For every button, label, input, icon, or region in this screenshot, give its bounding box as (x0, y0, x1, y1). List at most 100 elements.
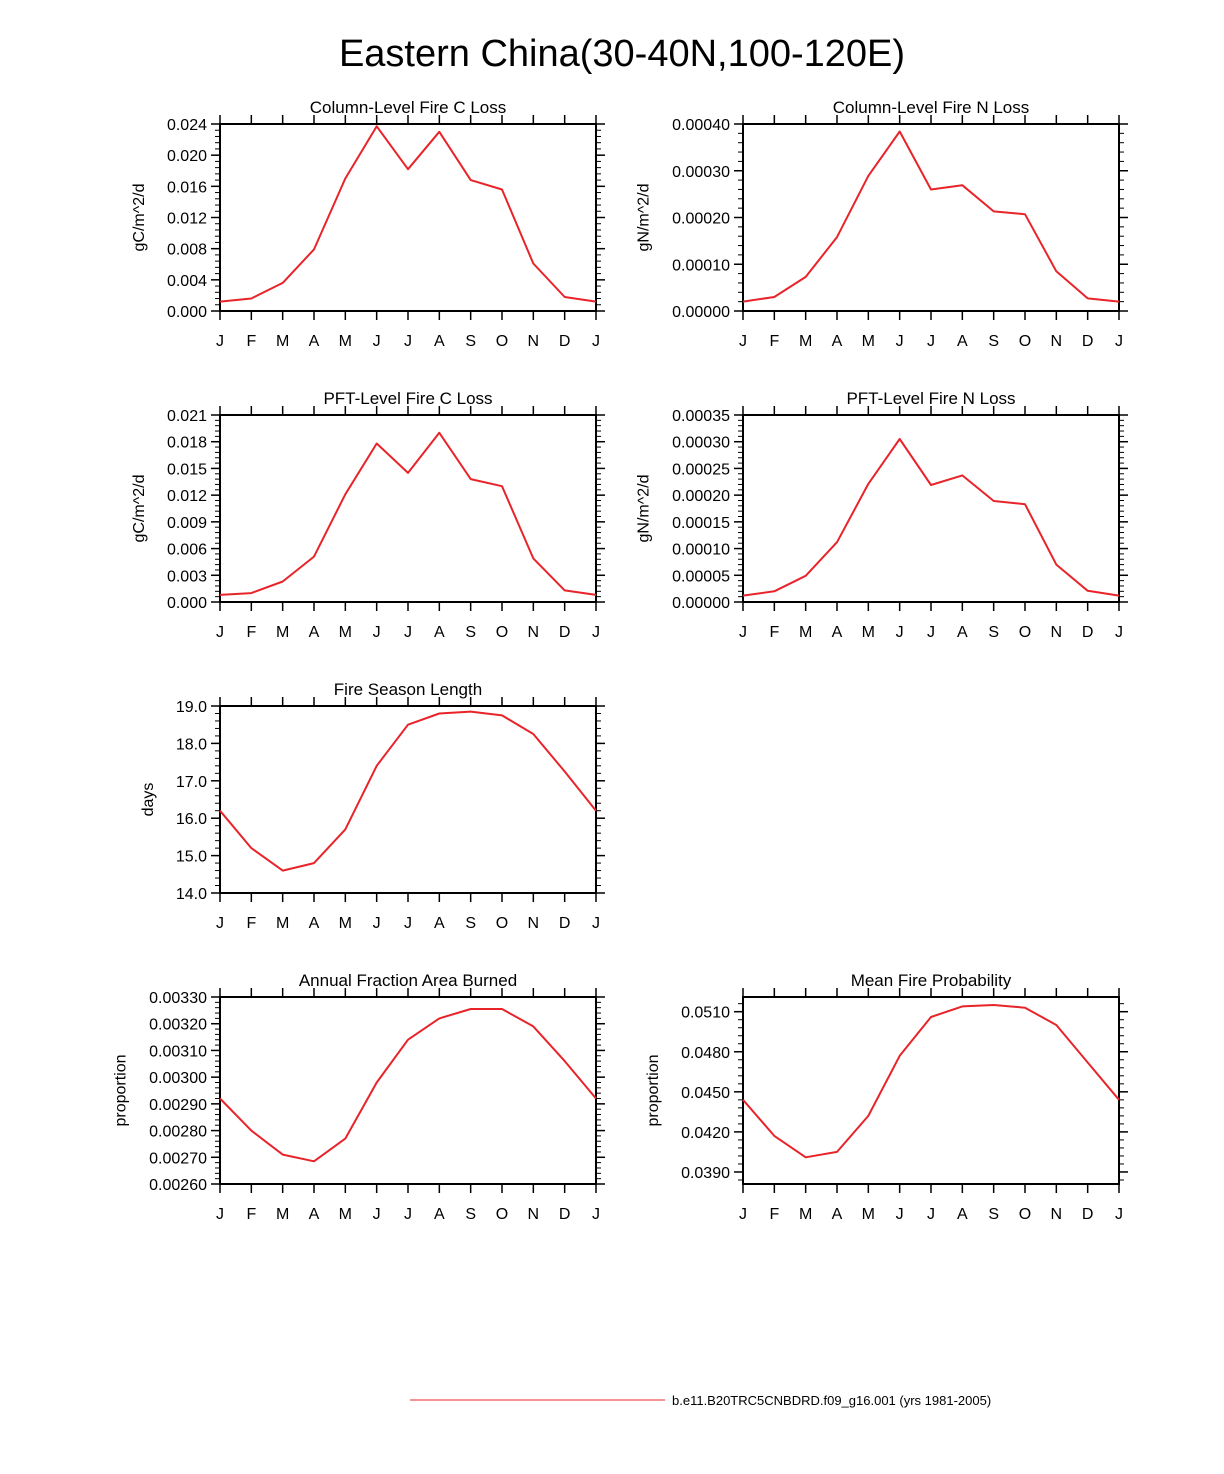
x-tick-label: O (496, 333, 508, 350)
x-tick-label: J (216, 1206, 224, 1223)
x-tick-label: J (404, 624, 412, 641)
x-tick-label: J (592, 624, 600, 641)
y-tick-label: 0.020 (167, 148, 207, 165)
x-tick-label: S (988, 624, 999, 641)
x-tick-label: J (373, 333, 381, 350)
x-tick-label: J (927, 333, 935, 350)
y-tick-label: 0.0450 (681, 1085, 730, 1102)
y-tick-label: 0.00000 (672, 304, 730, 321)
panels: Column-Level Fire C Loss J F M A M J J A S O N D J 0.0… (113, 98, 1128, 1223)
x-tick-label: J (373, 1206, 381, 1223)
x-tick-label: J (927, 624, 935, 641)
x-tick-label: J (216, 333, 224, 350)
y-tick-label: 16.0 (176, 811, 207, 828)
x-tick-label: J (404, 333, 412, 350)
x-tick-label: A (832, 1206, 843, 1223)
x-tick-label: S (988, 333, 999, 350)
plot-frame (742, 996, 1120, 1185)
legend-label: b.e11.B20TRC5CNBDRD.f09_g16.001 (yrs 198… (672, 1393, 991, 1408)
x-tick-label: D (559, 1206, 571, 1223)
x-tick-label: J (216, 915, 224, 932)
x-tick-label: F (769, 624, 779, 641)
y-tick-label: 0.00020 (672, 488, 730, 505)
y-axis-label: proportion (113, 1054, 130, 1126)
y-tick-label: 0.00020 (672, 211, 730, 228)
chart-panel-1: Column-Level Fire C Loss J F M A M J J A S O N D J 0.0… (131, 98, 605, 350)
x-tick-label: F (769, 1206, 779, 1223)
x-tick-label: M (799, 624, 812, 641)
y-tick-label: 0.00330 (149, 990, 207, 1007)
x-tick-label: D (1082, 624, 1094, 641)
x-tick-label: N (528, 333, 540, 350)
chart-panel-6: Annual Fraction Area Burned J F M A M J J A S O N D J… (113, 971, 605, 1223)
x-tick-label: J (404, 915, 412, 932)
x-tick-label: J (404, 1206, 412, 1223)
x-tick-label: O (1019, 624, 1031, 641)
x-tick-label: O (1019, 333, 1031, 350)
y-axis-label: gC/m^2/d (131, 184, 148, 252)
chart-panel-7: Mean Fire Probability J F M A M J J A S O N D J 0.0390… (645, 971, 1128, 1223)
x-tick-label: M (339, 1206, 352, 1223)
x-tick-label: N (1051, 624, 1063, 641)
x-tick-label: A (309, 915, 320, 932)
x-tick-label: A (434, 624, 445, 641)
x-tick-label: J (739, 624, 747, 641)
y-tick-label: 0.006 (167, 542, 207, 559)
y-tick-label: 0.00260 (149, 1177, 207, 1194)
y-tick-label: 0.004 (167, 273, 207, 290)
y-tick-label: 0.00270 (149, 1150, 207, 1167)
y-tick-label: 0.0420 (681, 1125, 730, 1142)
y-tick-label: 0.009 (167, 515, 207, 532)
plot-frame (742, 123, 1120, 312)
x-tick-label: J (1115, 333, 1123, 350)
x-tick-label: S (465, 333, 476, 350)
plot-frame (219, 123, 597, 312)
x-tick-label: J (373, 624, 381, 641)
y-tick-label: 0.00030 (672, 164, 730, 181)
series-line (742, 1004, 1120, 1159)
y-tick-label: 0.00040 (672, 117, 730, 134)
y-tick-label: 0.00280 (149, 1124, 207, 1141)
x-tick-label: F (769, 333, 779, 350)
chart-panel-2: Column-Level Fire N Loss J F M A M J J A S O N D J 0.0… (636, 98, 1128, 350)
y-tick-label: 0.008 (167, 242, 207, 259)
plot-frame (219, 996, 597, 1185)
y-tick-label: 0.00320 (149, 1017, 207, 1034)
x-tick-label: N (528, 1206, 540, 1223)
x-tick-label: A (957, 333, 968, 350)
x-tick-label: A (957, 624, 968, 641)
x-tick-label: O (496, 915, 508, 932)
x-tick-label: A (832, 333, 843, 350)
x-tick-label: J (216, 624, 224, 641)
y-tick-label: 19.0 (176, 699, 207, 716)
panel-title: Annual Fraction Area Burned (299, 971, 517, 990)
chart-panel-5: Fire Season Length J F M A M J J A S O N D J 14.0 15.0 1… (140, 680, 605, 932)
figure-title: Eastern China(30-40N,100-120E) (339, 33, 905, 75)
y-tick-label: 14.0 (176, 886, 207, 903)
y-tick-label: 0.0390 (681, 1165, 730, 1182)
x-tick-label: F (246, 624, 256, 641)
y-tick-label: 0.024 (167, 117, 207, 134)
y-tick-label: 0.00290 (149, 1097, 207, 1114)
x-tick-label: A (434, 1206, 445, 1223)
x-tick-label: S (465, 624, 476, 641)
x-tick-label: N (528, 915, 540, 932)
chart-panel-4: PFT-Level Fire N Loss J F M A M J J A S O N D J 0.0000… (636, 389, 1128, 641)
plot-frame (219, 414, 597, 603)
y-tick-label: 0.00015 (672, 515, 730, 532)
x-tick-label: J (1115, 1206, 1123, 1223)
y-tick-label: 0.016 (167, 179, 207, 196)
y-axis-label: gN/m^2/d (636, 184, 653, 252)
y-axis-label: days (140, 783, 157, 817)
y-tick-label: 18.0 (176, 736, 207, 753)
y-tick-label: 0.012 (167, 488, 207, 505)
x-tick-label: J (739, 1206, 747, 1223)
y-tick-label: 0.003 (167, 568, 207, 585)
x-tick-label: A (309, 1206, 320, 1223)
y-tick-label: 0.00005 (672, 568, 730, 585)
panel-title: PFT-Level Fire N Loss (846, 389, 1015, 408)
x-tick-label: A (434, 915, 445, 932)
x-tick-label: M (799, 1206, 812, 1223)
x-tick-label: F (246, 915, 256, 932)
x-tick-label: S (465, 1206, 476, 1223)
